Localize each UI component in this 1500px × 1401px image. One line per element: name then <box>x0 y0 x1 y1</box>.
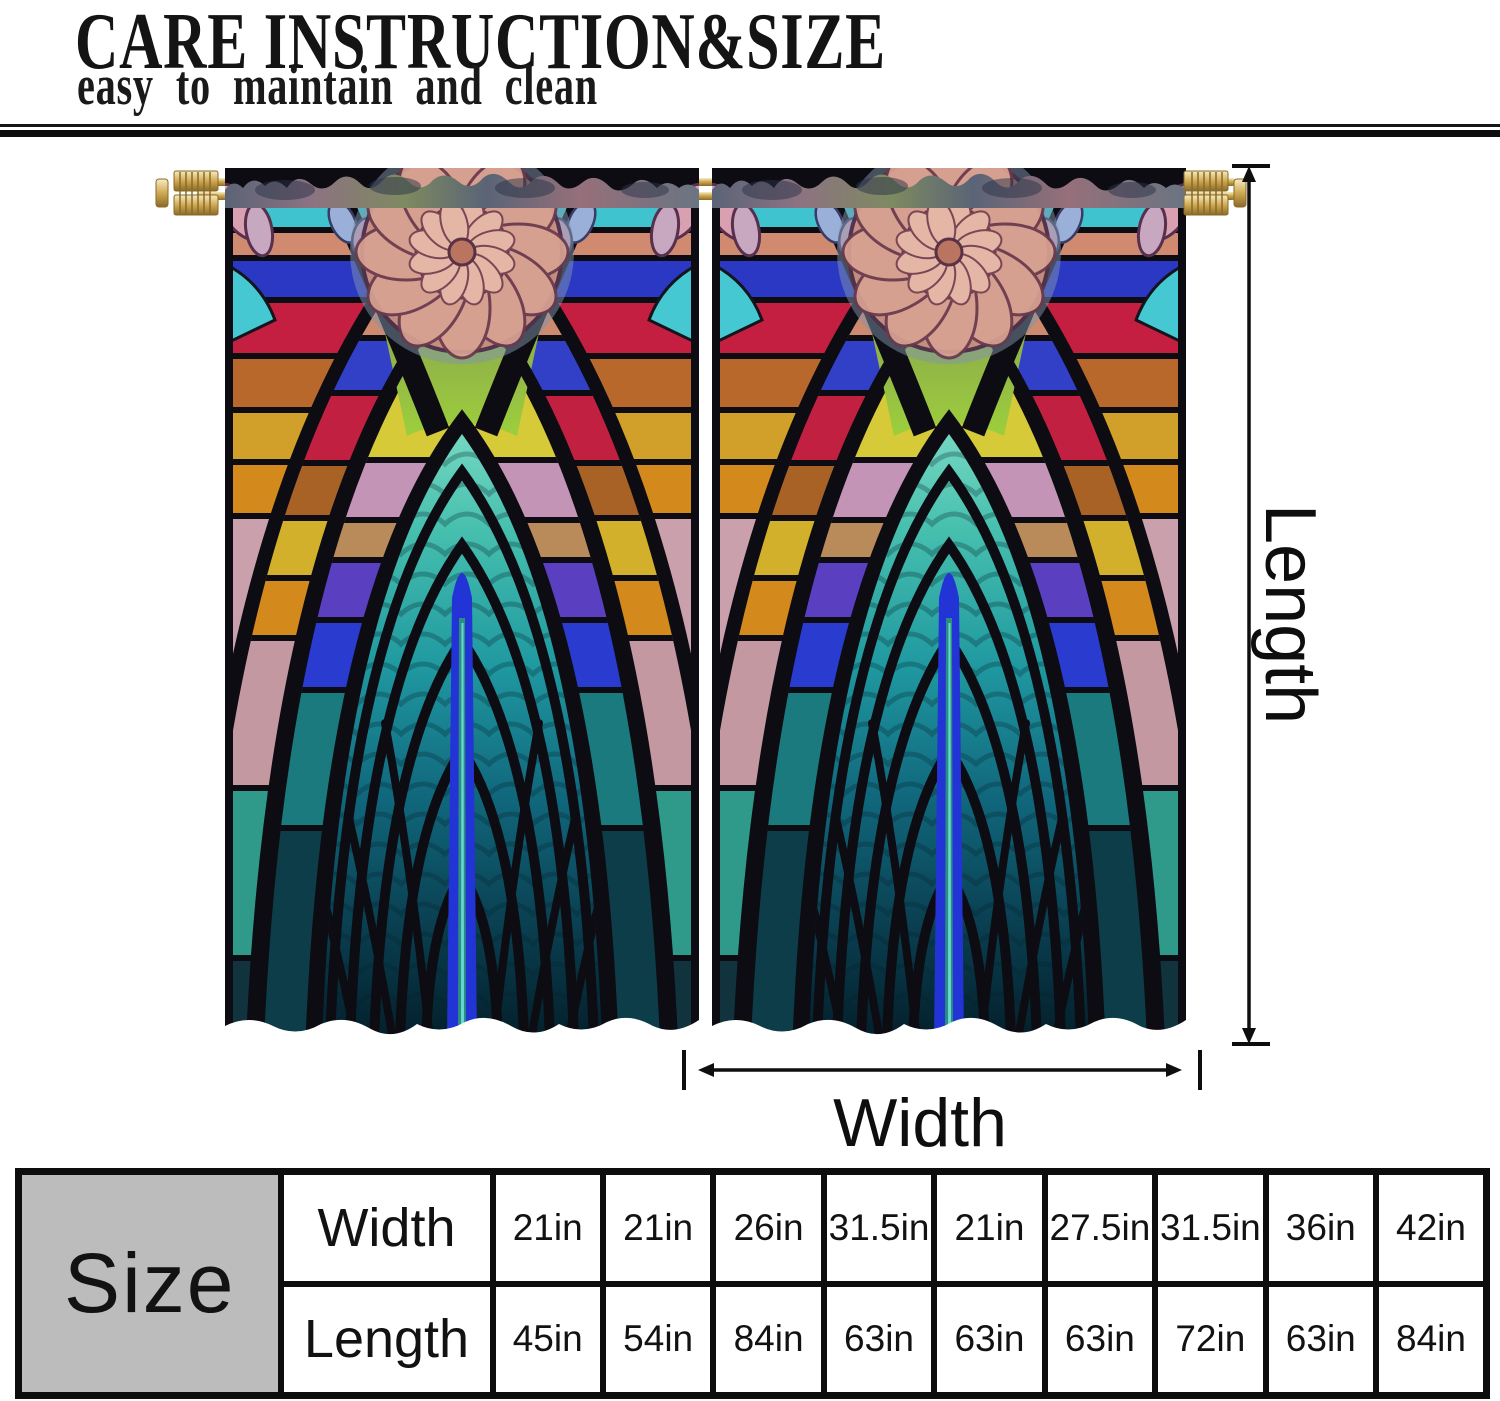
table-cell: 21in <box>599 1168 717 1287</box>
table-cell: 63in <box>1262 1280 1380 1399</box>
table-cell: 45in <box>489 1280 606 1399</box>
width-label: Width <box>833 1085 1007 1161</box>
curtain-panel-left <box>225 168 699 1040</box>
table-cell: 31.5in <box>1152 1168 1269 1287</box>
divider-rule-thin <box>0 124 1500 127</box>
size-table-row-length: Length 45in 54in 84in 63in 63in 63in 72i… <box>19 1280 1490 1399</box>
table-cell: 72in <box>1152 1280 1269 1399</box>
table-cell: 63in <box>931 1280 1048 1399</box>
page-subtitle-text: easy to maintain and clean <box>77 55 598 117</box>
table-cell: 84in <box>710 1280 827 1399</box>
table-cell: 63in <box>820 1280 938 1399</box>
table-cell: 31.5in <box>820 1168 938 1287</box>
page-title: CARE INSTRUCTION&SIZE <box>75 2 1156 82</box>
page-title-text: CARE INSTRUCTION&SIZE <box>75 0 886 86</box>
size-table-row-width: Size Width 21in 21in 26in 31.5in 21in 27… <box>15 1168 1490 1399</box>
size-table-header-length: Length <box>277 1280 496 1399</box>
divider-rule-thick <box>0 130 1500 137</box>
table-cell: 21in <box>489 1168 606 1287</box>
length-dimension-arrow <box>1232 164 1270 1046</box>
table-cell: 27.5in <box>1041 1168 1159 1287</box>
length-label: Length <box>1250 504 1330 725</box>
size-table-header-width: Width <box>277 1168 496 1287</box>
table-cell: 54in <box>599 1280 717 1399</box>
page-subtitle: easy to maintain and clean <box>77 56 800 116</box>
width-dimension-arrow <box>682 1050 1202 1090</box>
table-cell: 84in <box>1373 1280 1490 1399</box>
curtain-panel-right <box>712 168 1186 1040</box>
table-cell: 21in <box>931 1168 1048 1287</box>
rod-finial-left-icon <box>155 170 219 216</box>
size-table-corner-label: Size <box>15 1168 284 1399</box>
table-cell: 42in <box>1373 1168 1490 1287</box>
table-cell: 63in <box>1041 1280 1159 1399</box>
table-cell: 26in <box>710 1168 827 1287</box>
size-table: Size Width 21in 21in 26in 31.5in 21in 27… <box>15 1168 1490 1399</box>
table-cell: 36in <box>1262 1168 1380 1287</box>
